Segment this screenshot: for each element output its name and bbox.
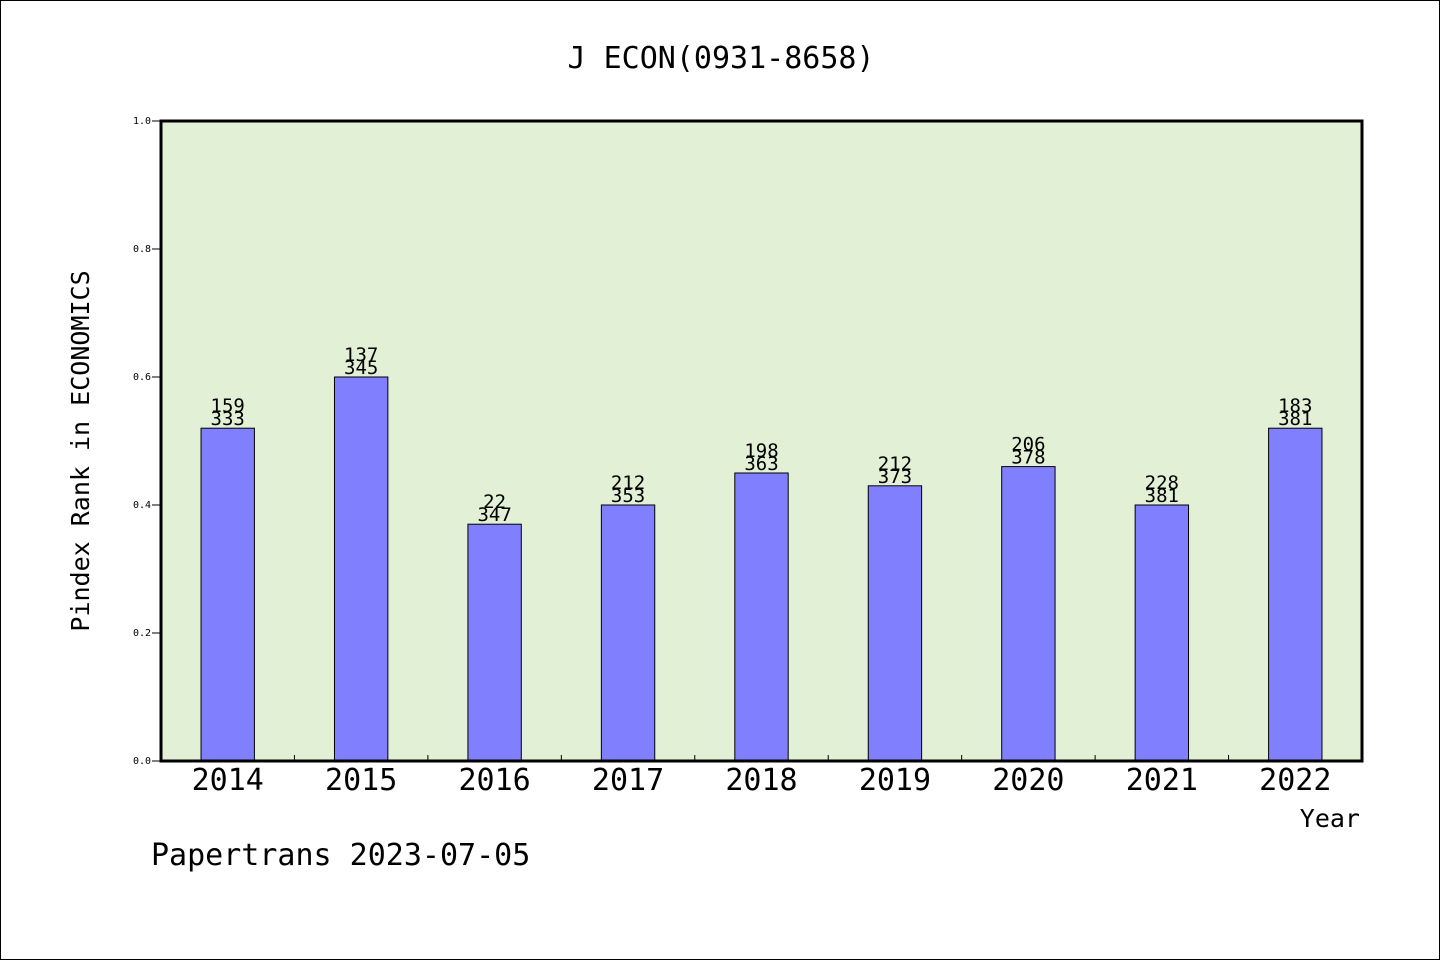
x-tick-label: 2015 [325, 763, 397, 798]
x-tick-label: 2019 [859, 763, 931, 798]
total-label: 381 [1278, 408, 1312, 430]
x-tick-label: 2017 [592, 763, 664, 798]
rank-label: 212 [611, 472, 645, 494]
footer-credit: Papertrans 2023-07-05 [151, 838, 530, 873]
x-tick-label: 2022 [1259, 763, 1331, 798]
total-label: 381 [1145, 485, 1179, 507]
y-tick-label: 0.6 [133, 372, 151, 383]
total-label: 363 [744, 453, 778, 475]
rank-label: 206 [1011, 434, 1045, 456]
bar [734, 472, 789, 762]
y-tick-label: 0.2 [133, 628, 151, 639]
bar [1268, 427, 1323, 762]
chart-title: J ECON(0931-8658) [567, 41, 874, 76]
bar [600, 504, 656, 762]
y-tick-label: 0.8 [133, 244, 151, 255]
y-axis: 0.0 0.2 0.4 0.6 0.8 1.0 [133, 116, 161, 767]
rank-label: 159 [211, 395, 245, 417]
total-label: 373 [878, 466, 912, 488]
bar [1001, 466, 1056, 762]
total-label: 333 [211, 408, 245, 430]
x-axis-label: Year [1300, 804, 1360, 833]
bar [333, 376, 389, 762]
y-tick-label: 1.0 [133, 116, 151, 127]
plot-border [159, 119, 1364, 763]
rank-label: 198 [744, 440, 778, 462]
rank-label: 212 [878, 453, 912, 475]
bar [867, 485, 923, 762]
bar-series [200, 376, 1323, 762]
x-tick-label: 2018 [725, 763, 797, 798]
bar [467, 523, 522, 762]
x-tick-label: 2020 [992, 763, 1064, 798]
total-label: 353 [611, 485, 645, 507]
x-tick-label: 2021 [1126, 763, 1198, 798]
total-label: 378 [1011, 447, 1045, 469]
y-tick-label: 0.4 [133, 500, 151, 511]
total-label: 345 [344, 357, 378, 379]
rank-label: 137 [344, 344, 378, 366]
bar [1134, 504, 1190, 762]
y-axis-label: Pindex Rank in ECONOMICS [66, 270, 95, 631]
bar [200, 427, 255, 762]
x-axis: 2014 2015 2016 2017 2018 2019 2020 2021 2022 [192, 755, 1331, 798]
y-tick-label: 0.0 [133, 756, 151, 767]
total-label: 347 [477, 504, 511, 526]
x-tick-label: 2014 [192, 763, 264, 798]
rank-label: 22 [483, 491, 506, 513]
rank-label: 228 [1145, 472, 1179, 494]
rank-label: 183 [1278, 395, 1312, 417]
x-tick-label: 2016 [458, 763, 530, 798]
